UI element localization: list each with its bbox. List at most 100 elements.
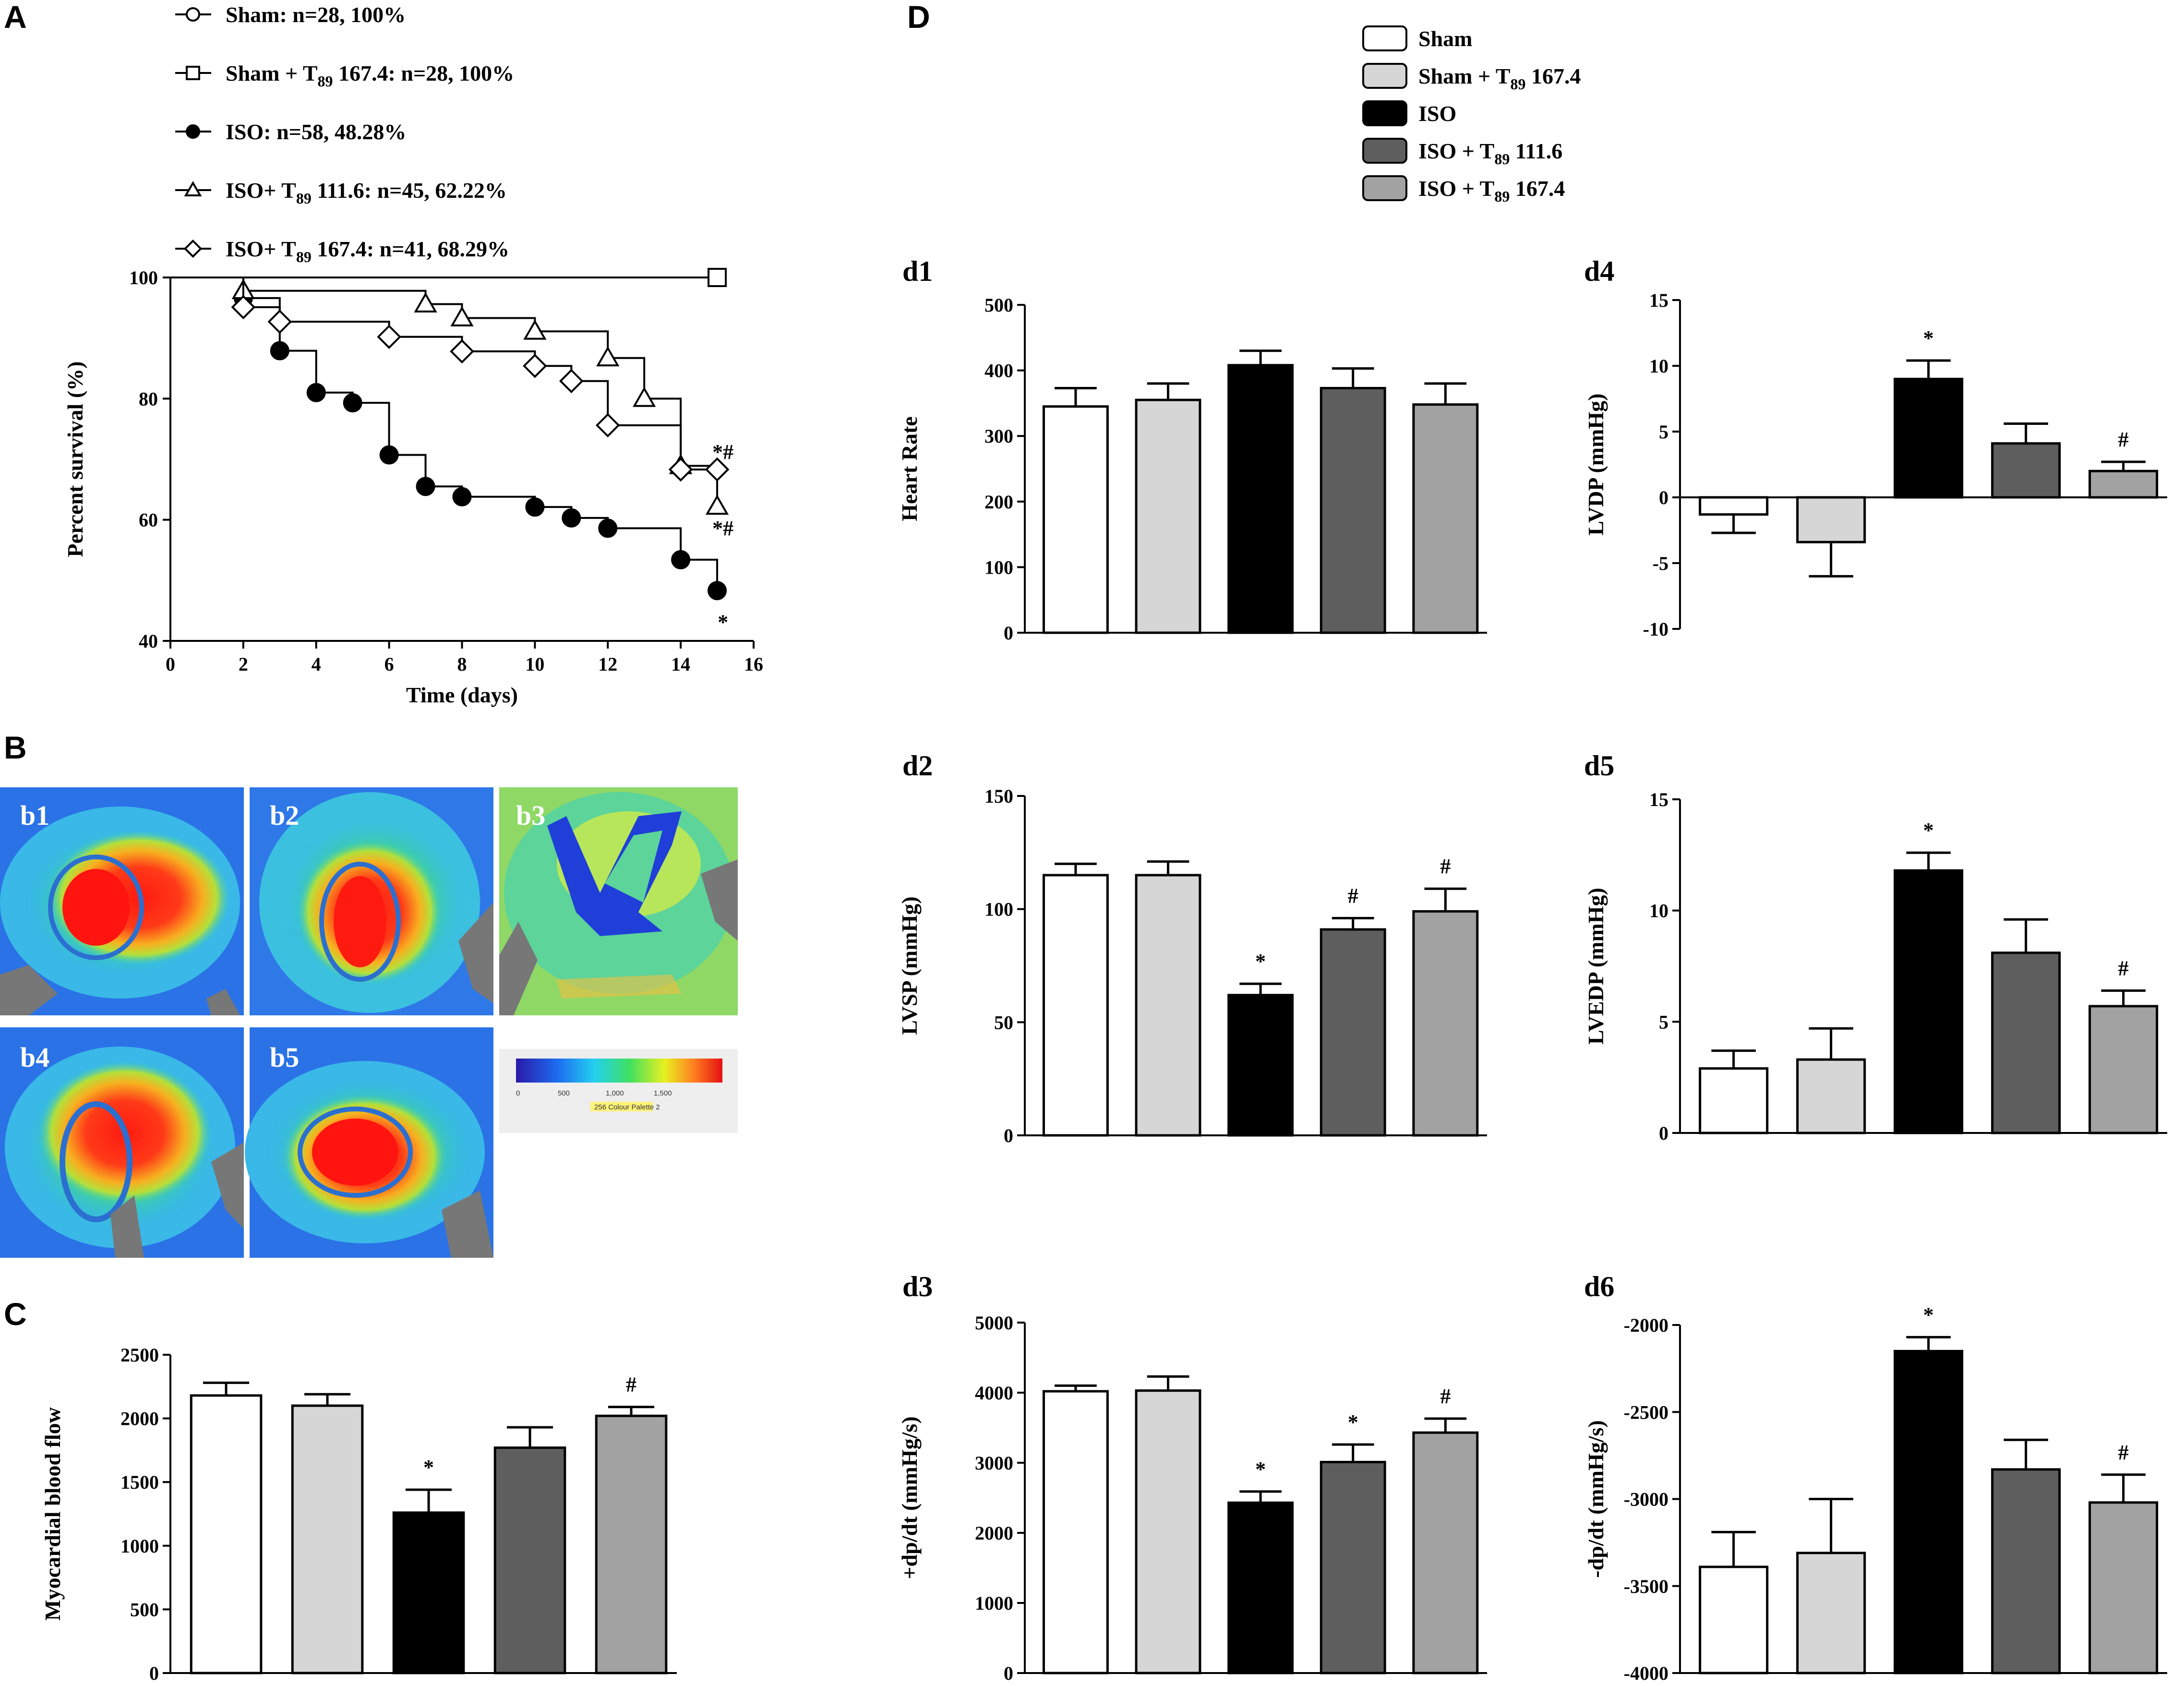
y-tick-label-C-0: 0 xyxy=(149,1662,159,1684)
survival-curve-2 xyxy=(170,277,719,591)
y-tick-label-d5-10: 10 xyxy=(1649,900,1668,922)
legend-swatch-d-2 xyxy=(1362,100,1407,126)
bar-C-4 xyxy=(595,1414,668,1674)
image-label-b5: b5 xyxy=(270,1042,299,1073)
legend-swatch-d-3 xyxy=(1362,138,1407,164)
legend-label-a-2: ISO: n=58, 48.28% xyxy=(226,120,406,144)
survival-chart: Sham: n=28, 100% Sham + T89 167.4: n=28, … xyxy=(63,2,763,707)
significance-mark-d2-2: * xyxy=(1255,950,1266,973)
bar-d3-0 xyxy=(1042,1390,1109,1674)
y-tick-label-a-40: 40 xyxy=(139,630,158,652)
bar-chart-d6: d6 -4000 -3500 -3000 -2500 -2000 -dp/dt (mmHg/… xyxy=(1584,1271,2167,1684)
y-tick-label-d5-0: 0 xyxy=(1659,1122,1668,1144)
y-tick-label-d2-150: 150 xyxy=(984,785,1013,807)
bar-chart-d2: d2 0 50 100 150 LVSP (mmHg) * # # xyxy=(897,750,1487,1146)
significance-mark-d6-4: # xyxy=(2118,1441,2129,1464)
bar-C-3 xyxy=(493,1446,566,1674)
bar-d5-0 xyxy=(1699,1067,1769,1134)
legend-label-a-3: ISO+ T89 111.6: n=45, 62.22% xyxy=(226,178,507,207)
bar-d4-4 xyxy=(2088,470,2159,499)
image-b1: b1 xyxy=(0,787,244,1015)
survival-point-2-7 xyxy=(525,497,545,517)
y-tick-label-C-1000: 1000 xyxy=(120,1535,159,1557)
bar-d3-2 xyxy=(1227,1501,1294,1674)
chart-title-d3: d3 xyxy=(902,1271,933,1302)
bar-d1-2 xyxy=(1227,364,1294,634)
y-tick-label-d3-3000: 3000 xyxy=(975,1452,1013,1474)
y-tick-label-d4--10: -10 xyxy=(1643,618,1668,640)
survival-point-2-2 xyxy=(306,383,326,402)
y-tick-label-d6--3500: -3500 xyxy=(1624,1576,1668,1597)
image-b2: b2 xyxy=(250,787,493,1015)
survival-point-1-0 xyxy=(708,268,727,287)
y-tick-label-C-2000: 2000 xyxy=(120,1408,159,1430)
bar-d2-2 xyxy=(1227,994,1294,1137)
bar-d6-1 xyxy=(1796,1552,1866,1674)
legend-label-d-1: Sham + T89 167.4 xyxy=(1418,64,1581,93)
bar-d6-3 xyxy=(1991,1468,2061,1674)
survival-point-3-3 xyxy=(523,319,547,340)
chart-title-d6: d6 xyxy=(1584,1271,1614,1302)
bar-C-1 xyxy=(291,1404,364,1674)
legend-marker-a-2 xyxy=(186,124,200,139)
x-tick-label-a-4: 4 xyxy=(312,653,321,675)
colorbar-caption: 256 Colour Palette 2 xyxy=(594,1103,660,1111)
x-tick-label-a-8: 8 xyxy=(457,653,467,675)
y-axis-title-a: Percent survival (%) xyxy=(63,361,87,557)
y-tick-label-d1-500: 500 xyxy=(984,294,1013,316)
significance-mark-C-2: * xyxy=(423,1456,434,1479)
survival-annotation-4: *# xyxy=(712,440,733,464)
survival-point-3-5 xyxy=(633,386,656,407)
y-tick-label-d2-50: 50 xyxy=(994,1012,1013,1033)
colorbar-tick-500: 500 xyxy=(558,1089,570,1097)
significance-mark-d4-4: # xyxy=(2118,428,2129,451)
legend-label-d-0: Sham xyxy=(1418,26,1472,51)
survival-point-3-4 xyxy=(596,346,620,367)
bar-d4-3 xyxy=(1991,442,2061,499)
bar-d6-4 xyxy=(2088,1501,2159,1674)
panel-d-legend: Sham Sham + T89 167.4 ISO ISO + T89 111.6 IS… xyxy=(1362,25,1581,205)
image-label-b4: b4 xyxy=(20,1042,49,1073)
y-tick-label-d6--3000: -3000 xyxy=(1624,1489,1668,1510)
bar-d3-1 xyxy=(1135,1389,1201,1674)
chart-title-d1: d1 xyxy=(902,255,933,287)
bar-d1-3 xyxy=(1320,386,1386,634)
y-tick-label-d4-0: 0 xyxy=(1659,487,1668,508)
significance-mark-d2-4: # xyxy=(1440,855,1451,878)
y-tick-label-C-500: 500 xyxy=(130,1599,159,1620)
bar-chart-d4: d4 -10 -5 0 5 10 15 LVDP (mmHg) * # xyxy=(1584,255,2167,640)
image-b5: b5 xyxy=(245,1027,493,1258)
legend-marker-a-1 xyxy=(186,66,200,80)
bar-d5-2 xyxy=(1894,869,1964,1134)
y-axis-title-d4: LVDP (mmHg) xyxy=(1584,393,1608,535)
survival-point-2-5 xyxy=(416,477,435,496)
survival-point-2-8 xyxy=(562,508,581,528)
colorbar-tick-0: 0 xyxy=(516,1089,520,1097)
bar-chart-C: 0 500 1000 1500 2000 2500 Myocardial blood flo… xyxy=(40,1344,677,1684)
bar-d2-3 xyxy=(1320,928,1386,1137)
y-tick-label-d1-0: 0 xyxy=(1004,622,1013,644)
x-tick-label-a-6: 6 xyxy=(384,653,394,675)
legend-swatch-d-0 xyxy=(1362,25,1407,51)
survival-point-4-8 xyxy=(705,457,730,482)
y-tick-label-d4-15: 15 xyxy=(1649,289,1668,311)
colorbar-tick-1500: 1,500 xyxy=(654,1089,672,1097)
survival-point-3-2 xyxy=(450,306,474,326)
colorbar-gradient xyxy=(516,1059,722,1083)
significance-mark-d5-4: # xyxy=(2118,956,2129,980)
survival-annotation-3: *# xyxy=(712,517,733,540)
survival-point-2-3 xyxy=(343,393,362,413)
y-axis-title-C: Myocardial blood flow xyxy=(40,1407,65,1621)
legend-swatch-d-1 xyxy=(1362,63,1407,89)
x-tick-label-a-10: 10 xyxy=(525,653,544,675)
y-tick-label-d3-4000: 4000 xyxy=(975,1382,1013,1404)
panel-label-c: C xyxy=(4,1296,27,1332)
survival-point-4-3 xyxy=(450,339,474,364)
panel-label-d: D xyxy=(907,0,930,35)
y-tick-label-d2-100: 100 xyxy=(984,899,1013,920)
panel-label-a: A xyxy=(4,0,27,35)
bar-d4-1 xyxy=(1796,496,1866,543)
y-axis-title-d5: LVEDP (mmHg) xyxy=(1584,888,1608,1045)
legend-label-a-4: ISO+ T89 167.4: n=41, 68.29% xyxy=(226,237,509,265)
